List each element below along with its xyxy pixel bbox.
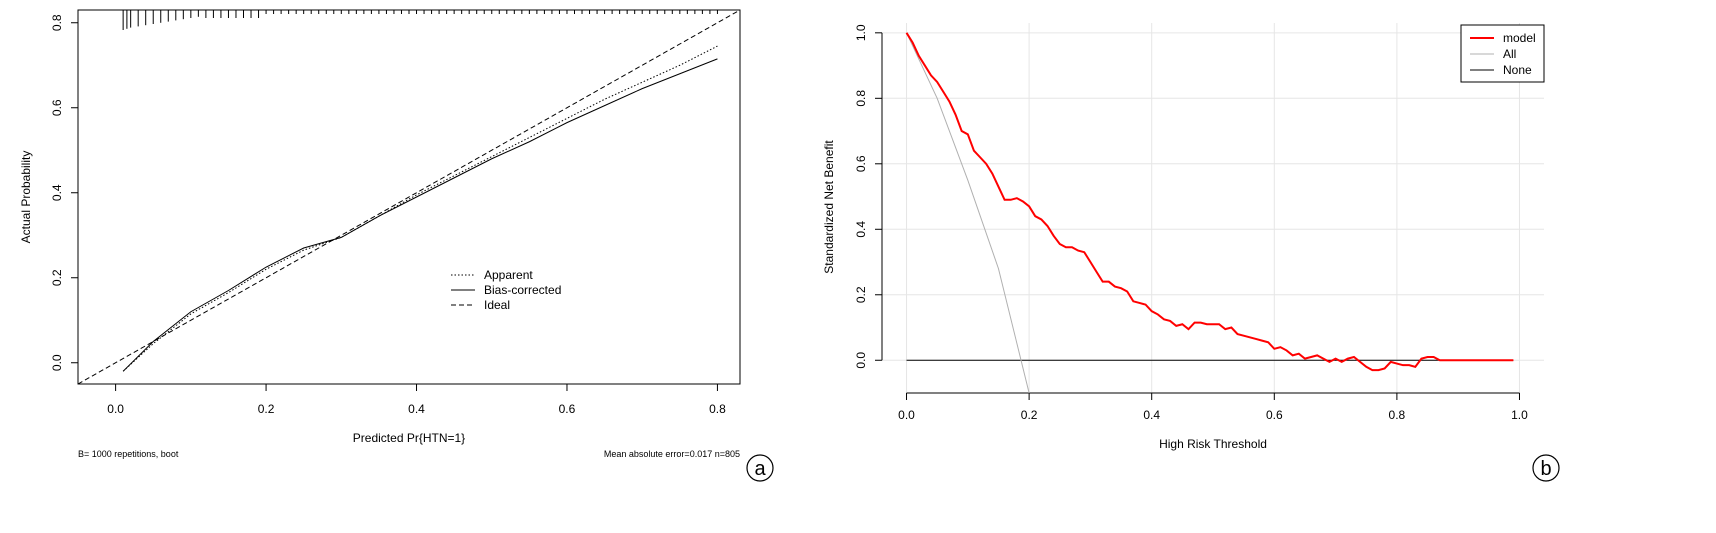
plot-a-series — [77, 9, 741, 385]
legend-none-label: None — [1503, 63, 1532, 77]
plot-a-y-axis: 0.0 0.2 0.4 0.6 0.8 — [50, 14, 78, 371]
plot-a-x-tick-label: 0.0 — [107, 402, 124, 416]
plot-b-legend: model All None — [1460, 24, 1545, 83]
plot-a-y-tick-label: 0.2 — [50, 269, 64, 286]
plot-a-y-tick-label: 0.4 — [50, 184, 64, 201]
plot-b-grid — [882, 23, 1544, 393]
plot-b-y-axis: 0.0 0.2 0.4 0.6 0.8 1.0 — [854, 24, 883, 369]
series-ideal-line — [77, 9, 741, 385]
plot-b-y-tick-label: 0.0 — [854, 352, 868, 369]
plot-b-x-axis-title: High Risk Threshold — [1159, 437, 1267, 451]
plot-b-series — [905, 32, 1514, 394]
plot-a-x-tick-label: 0.8 — [709, 402, 726, 416]
plot-b-y-axis-title: Standardized Net Benefit — [822, 140, 836, 274]
plot-a-footnote-left: B= 1000 repetitions, boot — [78, 449, 179, 459]
panel-a-calibration-plot: 0.0 0.2 0.4 0.6 0.8 0.0 0.2 0.4 0.6 0.8 Predicte… — [19, 9, 774, 482]
plot-a-x-tick-label: 0.2 — [258, 402, 275, 416]
plot-b-y-tick-label: 0.4 — [854, 221, 868, 238]
plot-a-x-tick-label: 0.4 — [408, 402, 425, 416]
plot-b-x-tick-label: 1.0 — [1511, 408, 1528, 422]
plot-a-x-tick-label: 0.6 — [559, 402, 576, 416]
series-bias-corrected-line — [122, 58, 718, 372]
plot-a-x-axis-title: Predicted Pr{HTN=1} — [353, 431, 465, 445]
plot-b-x-tick-label: 0.6 — [1266, 408, 1283, 422]
plot-b-y-tick-label: 1.0 — [854, 24, 868, 41]
panel-a-label-circle — [746, 454, 774, 482]
series-model-line — [905, 32, 1514, 372]
plot-a-legend: Apparent Bias-corrected Ideal — [451, 268, 561, 312]
plot-a-y-tick-label: 0.0 — [50, 354, 64, 371]
plot-a-footnote-right: Mean absolute error=0.017 n=805 — [604, 449, 740, 459]
plot-b-x-axis: 0.0 0.2 0.4 0.6 0.8 1.0 — [898, 392, 1528, 422]
panel-a-label: a — [754, 458, 766, 480]
plot-b-x-tick-label: 0.0 — [898, 408, 915, 422]
plot-a-rug — [122, 10, 718, 30]
legend-ideal-label: Ideal — [484, 298, 510, 312]
plot-b-y-tick-label: 0.6 — [854, 155, 868, 172]
panel-b-decision-curve: 0.0 0.2 0.4 0.6 0.8 1.0 0.0 0.2 0.4 0.6 0.8 1.0 Hi… — [822, 23, 1560, 482]
plot-a-x-axis: 0.0 0.2 0.4 0.6 0.8 — [107, 383, 726, 416]
plot-a-y-tick-label: 0.6 — [50, 99, 64, 116]
plot-b-y-tick-label: 0.8 — [854, 90, 868, 107]
plot-a-y-tick-label: 0.8 — [50, 14, 64, 31]
plot-a-y-axis-title: Actual Probability — [19, 151, 33, 244]
plot-b-x-tick-label: 0.2 — [1021, 408, 1038, 422]
panel-b-label: b — [1540, 458, 1551, 480]
panel-b-label-circle — [1532, 454, 1560, 482]
legend-apparent-label: Apparent — [484, 268, 533, 282]
plot-b-x-tick-label: 0.4 — [1143, 408, 1160, 422]
legend-model-label: model — [1503, 31, 1536, 45]
series-all-line — [906, 32, 1030, 394]
plot-b-x-tick-label: 0.8 — [1389, 408, 1406, 422]
legend-all-label: All — [1503, 47, 1516, 61]
legend-bias-corrected-label: Bias-corrected — [484, 283, 561, 297]
plot-b-y-tick-label: 0.2 — [854, 286, 868, 303]
